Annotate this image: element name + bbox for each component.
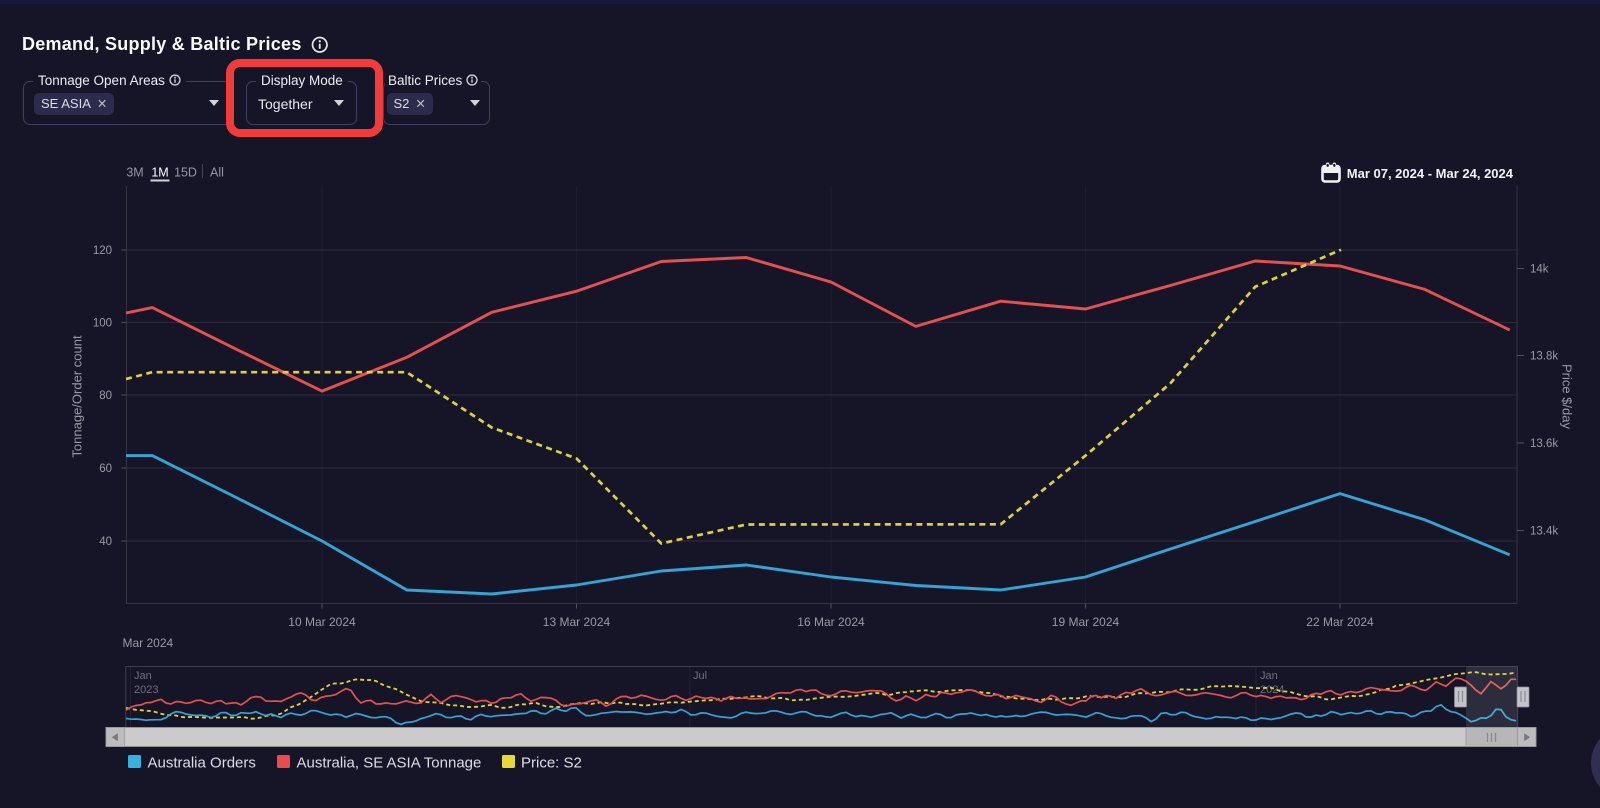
svg-text:Australia Orders: Australia Orders bbox=[148, 755, 256, 772]
svg-text:40: 40 bbox=[99, 536, 112, 548]
svg-text:13.6k: 13.6k bbox=[1530, 438, 1558, 450]
svg-text:16 Mar 2024: 16 Mar 2024 bbox=[797, 615, 865, 629]
svg-text:2023: 2023 bbox=[134, 684, 158, 696]
svg-text:120: 120 bbox=[93, 245, 112, 257]
svg-text:Jul: Jul bbox=[693, 670, 707, 682]
svg-text:2024: 2024 bbox=[1260, 684, 1284, 696]
svg-text:All: All bbox=[210, 166, 224, 180]
svg-text:Tonnage/Order count: Tonnage/Order count bbox=[70, 335, 85, 458]
svg-text:1M: 1M bbox=[151, 166, 168, 180]
svg-text:Mar 07, 2024 - Mar 24, 2024: Mar 07, 2024 - Mar 24, 2024 bbox=[1347, 166, 1514, 181]
svg-text:3M: 3M bbox=[126, 166, 143, 180]
svg-text:13 Mar 2024: 13 Mar 2024 bbox=[543, 615, 611, 629]
svg-text:Price $/day: Price $/day bbox=[1560, 364, 1575, 430]
svg-text:13.8k: 13.8k bbox=[1530, 351, 1558, 363]
svg-text:60: 60 bbox=[99, 463, 112, 475]
svg-text:14k: 14k bbox=[1530, 264, 1549, 276]
svg-text:22 Mar 2024: 22 Mar 2024 bbox=[1306, 615, 1374, 629]
svg-text:13.4k: 13.4k bbox=[1530, 526, 1558, 538]
svg-text:Jan: Jan bbox=[1260, 670, 1278, 682]
svg-text:Price: S2: Price: S2 bbox=[521, 755, 582, 772]
svg-text:Australia, SE ASIA Tonnage: Australia, SE ASIA Tonnage bbox=[297, 755, 482, 772]
svg-text:100: 100 bbox=[93, 318, 112, 330]
svg-text:10 Mar 2024: 10 Mar 2024 bbox=[288, 615, 356, 629]
svg-text:Mar 2024: Mar 2024 bbox=[123, 636, 174, 650]
svg-text:15D: 15D bbox=[174, 166, 197, 180]
svg-text:Jan: Jan bbox=[134, 670, 152, 682]
svg-text:80: 80 bbox=[99, 390, 112, 402]
svg-text:19 Mar 2024: 19 Mar 2024 bbox=[1052, 615, 1120, 629]
